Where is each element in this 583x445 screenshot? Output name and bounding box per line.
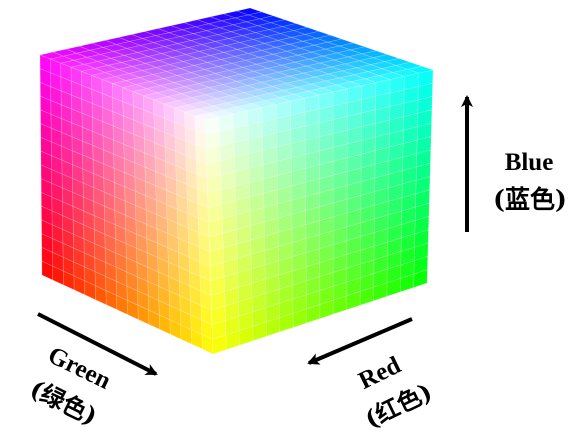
red-axis: Red (红色) [307, 317, 436, 434]
rgb-color-cube [38, 7, 435, 355]
cube-cell [413, 269, 428, 288]
green-axis-arrow [37, 312, 158, 376]
blue-axis-label: Blue [505, 149, 554, 176]
green-axis: Green (绿色) [26, 312, 158, 431]
cube-face-left [39, 54, 214, 355]
cube-face-top [38, 7, 435, 121]
cube-face-right [204, 69, 434, 355]
blue-axis: Blue (蓝色) [461, 95, 567, 232]
red-axis-label: Red [354, 352, 405, 395]
red-axis-arrow [307, 317, 413, 365]
blue-axis-sublabel: (蓝色) [493, 185, 567, 214]
cube-cell [41, 260, 53, 281]
cube-cell [235, 7, 263, 16]
